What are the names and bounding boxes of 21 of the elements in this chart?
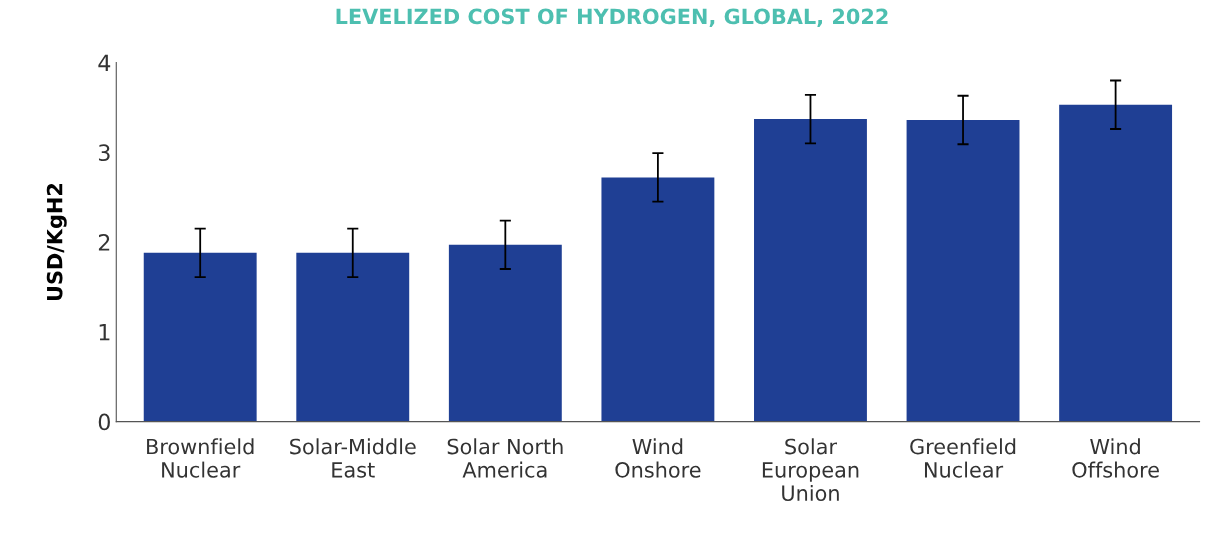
x-tick-label: Brownfield Nuclear [147, 438, 254, 478]
x-tick-label: Solar European Union [762, 438, 859, 502]
bar [906, 120, 1020, 422]
x-tick-label: Solar-Middle East [290, 438, 416, 478]
y-tick-label: 4 [98, 54, 111, 71]
bar [296, 252, 410, 422]
bar [1059, 104, 1173, 422]
y-tick-label: 2 [98, 234, 110, 251]
y-tick-label: 1 [99, 324, 110, 341]
bar [143, 252, 257, 422]
x-tick-label: Greenfield Nuclear [910, 438, 1016, 478]
bar [448, 244, 562, 422]
y-tick-label: 0 [98, 413, 110, 431]
y-axis-title: USD/KgH2 [46, 183, 67, 301]
x-tick-label: Wind Onshore [615, 438, 701, 478]
x-tick-label: Wind Offshore [1072, 438, 1159, 478]
bar [601, 177, 715, 422]
chart-title: LEVELIZED COST OF HYDROGEN, GLOBAL, 2022 [336, 8, 888, 27]
y-tick-label: 3 [98, 144, 110, 162]
x-tick-label: Solar North America [447, 438, 563, 478]
bar [754, 119, 867, 422]
